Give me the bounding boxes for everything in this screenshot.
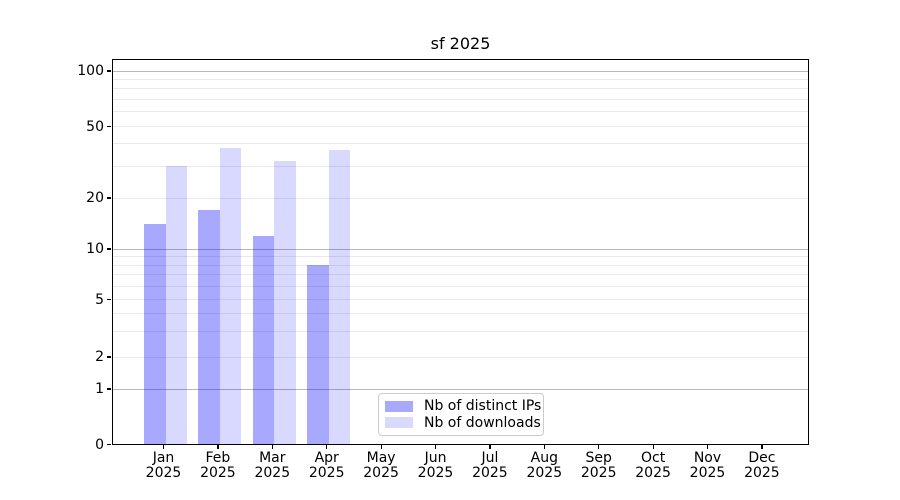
legend: Nb of distinct IPs Nb of downloads	[378, 393, 544, 436]
x-tick	[706, 445, 709, 449]
y-tick	[107, 356, 111, 358]
gridline-major	[112, 388, 809, 390]
gridline-minor	[112, 256, 809, 258]
bar-downloads-apr	[328, 149, 351, 445]
x-tick	[652, 445, 654, 449]
y-tick-label: 10	[86, 241, 104, 257]
x-tick-label: Jun 2025	[417, 450, 454, 481]
x-tick-label: Feb 2025	[200, 450, 236, 481]
gridline-minor	[112, 111, 809, 113]
x-tick	[217, 445, 219, 449]
gridline-minor	[112, 165, 809, 167]
x-tick-label: Apr 2025	[308, 450, 345, 481]
y-tick	[107, 125, 111, 128]
x-tick	[380, 445, 382, 449]
x-tick	[434, 445, 437, 449]
legend-row-downloads: Nb of downloads	[385, 415, 541, 432]
x-tick	[326, 445, 328, 449]
y-tick	[107, 388, 111, 390]
y-tick-label: 5	[95, 291, 104, 308]
y-tick	[107, 298, 111, 301]
x-tick-label: Sep 2025	[580, 450, 617, 481]
x-tick	[489, 445, 491, 449]
x-tick-label: May 2025	[363, 450, 399, 481]
bar-distinct-ips-mar	[252, 235, 275, 445]
y-tick	[107, 248, 111, 250]
legend-label-downloads: Nb of downloads	[424, 414, 541, 431]
gridline-minor	[112, 356, 809, 358]
x-tick-label: Jul 2025	[472, 450, 508, 481]
gridline-minor	[112, 274, 809, 276]
gridline-minor	[112, 285, 809, 287]
gridline-minor	[112, 299, 809, 300]
gridline-major	[112, 70, 809, 72]
gridline-minor	[112, 99, 809, 101]
bar-downloads-mar	[274, 161, 296, 445]
x-tick-label: Jan 2025	[145, 450, 182, 481]
x-tick-label: Mar 2025	[254, 450, 291, 481]
legend-swatch-distinct-ips	[385, 400, 413, 412]
x-tick-label: Dec 2025	[744, 450, 780, 481]
x-tick-label: Nov 2025	[689, 450, 726, 481]
gridline-minor	[112, 88, 809, 90]
bar-downloads-feb	[219, 147, 242, 445]
gridline-minor	[112, 331, 809, 333]
y-tick-label: 1	[95, 381, 104, 397]
legend-label-distinct-ips: Nb of distinct IPs	[424, 398, 542, 415]
x-tick	[543, 445, 545, 449]
y-tick	[107, 197, 111, 199]
y-tick-label: 2	[95, 349, 104, 365]
gridline-major	[112, 248, 809, 250]
y-tick	[107, 70, 111, 72]
gridline-minor	[112, 197, 809, 199]
y-tick-label: 100	[77, 63, 104, 79]
legend-swatch-downloads	[385, 417, 413, 429]
gridline-minor	[112, 313, 809, 314]
gridline-minor	[112, 264, 809, 266]
gridline-minor	[112, 78, 809, 80]
x-tick	[162, 445, 165, 449]
x-tick	[598, 445, 600, 449]
bar-downloads-jan	[165, 166, 187, 445]
y-tick-label: 20	[86, 190, 104, 206]
bar-distinct-ips-jan	[144, 224, 166, 445]
chart-title: sf 2025	[430, 34, 491, 53]
y-tick	[107, 443, 111, 446]
x-tick-label: Oct 2025	[635, 450, 671, 481]
y-tick-label: 0	[95, 436, 104, 453]
bar-distinct-ips-apr	[307, 265, 329, 445]
gridline-minor	[112, 126, 809, 127]
x-tick-label: Aug 2025	[526, 450, 563, 481]
y-tick-label: 50	[86, 118, 104, 135]
gridline-minor	[112, 143, 809, 145]
x-tick	[761, 445, 763, 449]
x-tick	[271, 445, 273, 449]
legend-row-distinct-ips: Nb of distinct IPs	[385, 398, 541, 415]
bar-distinct-ips-feb	[198, 209, 220, 445]
